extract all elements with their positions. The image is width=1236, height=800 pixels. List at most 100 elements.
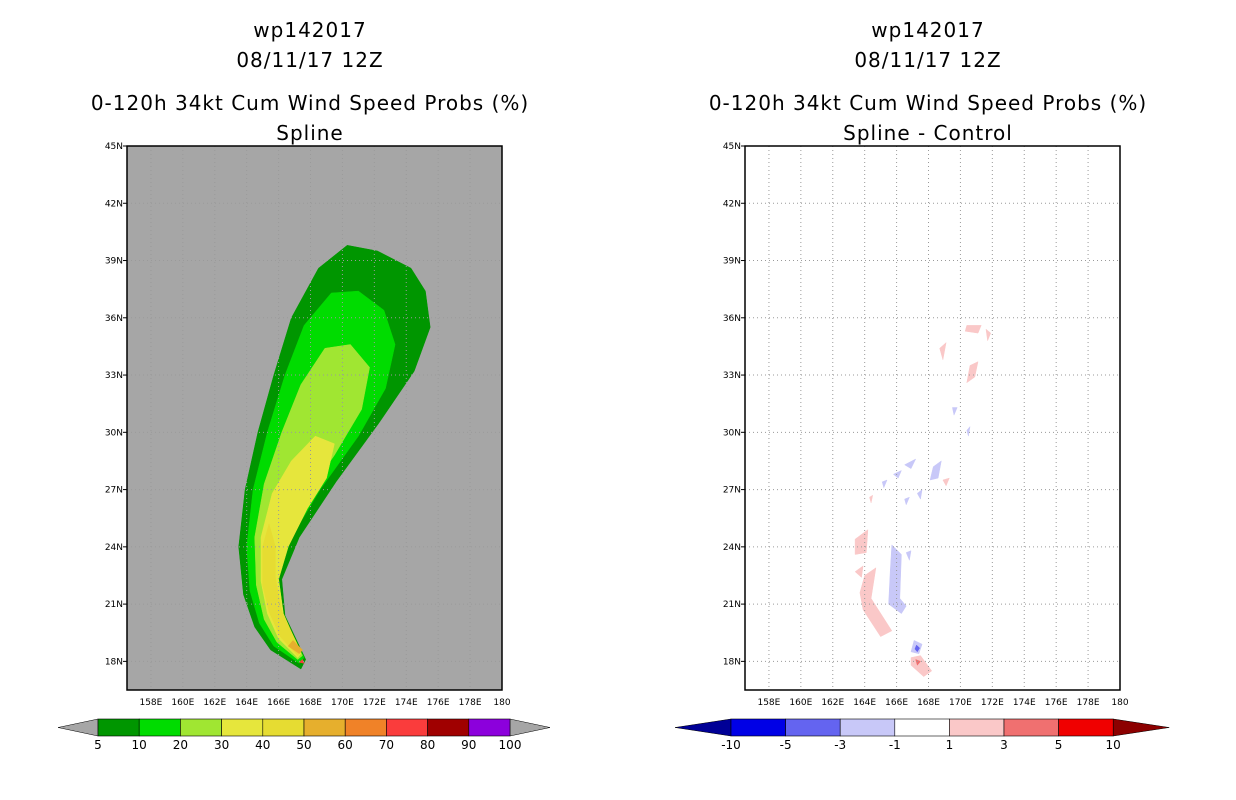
map-frame <box>126 145 503 691</box>
colorbar-swatch <box>386 718 428 737</box>
x-tick-label: 176E <box>1045 698 1068 708</box>
colorbar-swatch <box>839 718 896 737</box>
y-tick-label: 42N <box>105 199 123 209</box>
left-title: wp142017 08/11/17 12Z 0-120h 34kt Cum Wi… <box>60 15 560 148</box>
contour-region <box>952 407 958 416</box>
contour-region <box>881 479 888 489</box>
x-tick-label: 174E <box>395 698 418 708</box>
colorbar-swatch <box>949 718 1005 737</box>
colorbar-label: -3 <box>834 738 846 752</box>
x-tick-label: 162E <box>821 698 844 708</box>
colorbar-label: -5 <box>780 738 792 752</box>
left-colorbar: 5 10 20 30 40 50 60 70 80 90 100 <box>57 718 551 752</box>
colorbar-label: 10 <box>1106 738 1121 752</box>
y-tick-label: 24N <box>723 543 741 553</box>
contour-region <box>964 325 982 334</box>
colorbar-label: 70 <box>379 738 394 752</box>
colorbar-label: 10 <box>132 738 147 752</box>
x-tick-label: 166E <box>885 698 908 708</box>
colorbar-swatch <box>138 718 181 737</box>
x-tick-label: 160E <box>171 698 194 708</box>
left-title-method: Spline <box>276 121 344 145</box>
contour-region <box>905 550 912 562</box>
right-map-panel: 158E 160E 162E 164E 166E 168E 170E 172E 174E 176E… <box>723 142 1129 708</box>
y-tick-label: 21N <box>105 600 123 610</box>
right-title: wp142017 08/11/17 12Z 0-120h 34kt Cum Wi… <box>678 15 1178 148</box>
map-frame <box>744 145 1121 691</box>
contour-region <box>869 494 874 503</box>
colorbar-label: -1 <box>889 738 901 752</box>
x-tick-label: 166E <box>267 698 290 708</box>
contour-region <box>942 477 950 487</box>
x-tick-label: 172E <box>981 698 1004 708</box>
left-title-product: 0-120h 34kt Cum Wind Speed Probs (%) <box>90 91 530 115</box>
y-tick-label: 18N <box>723 657 741 667</box>
y-tick-label: 45N <box>723 142 741 152</box>
contour-region <box>916 489 923 500</box>
contour-region <box>966 361 979 384</box>
x-tick-label: 180 <box>1111 698 1128 708</box>
x-tick-label: 164E <box>853 698 876 708</box>
y-tick-label: 39N <box>723 257 741 267</box>
x-tick-label: 168E <box>917 698 940 708</box>
colorbar-swatch <box>97 718 140 737</box>
colorbar-swatch <box>894 718 950 737</box>
contour-region <box>854 565 864 578</box>
x-tick-label: 170E <box>949 698 972 708</box>
contour-region <box>262 522 302 656</box>
y-tick-label: 18N <box>105 657 123 667</box>
colorbar-swatch <box>785 718 841 737</box>
y-tick-label: 33N <box>105 371 123 381</box>
right-title-method: Spline - Control <box>843 121 1013 145</box>
colorbar-label: 40 <box>255 738 270 752</box>
colorbar-low-arrow <box>57 718 99 737</box>
x-tick-label: 168E <box>299 698 322 708</box>
colorbar-label: 80 <box>420 738 435 752</box>
y-tick-label: 36N <box>723 314 741 324</box>
colorbar-swatch <box>344 718 387 737</box>
x-tick-label: 176E <box>427 698 450 708</box>
x-tick-label: 162E <box>203 698 226 708</box>
contour-region <box>966 425 971 437</box>
contour-region <box>915 659 921 666</box>
contour-region <box>904 458 917 469</box>
colorbar-label: 90 <box>461 738 476 752</box>
colorbar-label: 5 <box>1055 738 1063 752</box>
colorbar-label: 1 <box>946 738 954 752</box>
contour-region <box>914 644 921 653</box>
contour-region <box>904 496 910 506</box>
colorbar-swatch <box>1058 718 1114 737</box>
y-tick-label: 27N <box>105 486 123 496</box>
colorbar-label: 3 <box>1000 738 1008 752</box>
x-tick-label: 164E <box>235 698 258 708</box>
colorbar-swatch <box>468 718 511 737</box>
y-tick-label: 30N <box>723 428 741 438</box>
y-tick-label: 24N <box>105 543 123 553</box>
left-title-storm-id: wp142017 <box>253 18 367 42</box>
contour-region <box>892 469 902 479</box>
x-tick-label: 172E <box>363 698 386 708</box>
colorbar-swatch <box>262 718 305 737</box>
colorbar-swatch <box>427 718 470 737</box>
y-tick-label: 27N <box>723 486 741 496</box>
colorbar-label: 5 <box>94 738 102 752</box>
x-tick-label: 158E <box>757 698 780 708</box>
colorbar-swatch <box>221 718 264 737</box>
colorbar-label: 50 <box>296 738 311 752</box>
x-tick-label: 174E <box>1013 698 1036 708</box>
colorbar-swatch <box>303 718 346 737</box>
contour-region <box>929 460 942 481</box>
x-tick-label: 180 <box>493 698 510 708</box>
y-tick-label: 21N <box>723 600 741 610</box>
y-tick-label: 42N <box>723 199 741 209</box>
left-title-date: 08/11/17 12Z <box>236 48 384 72</box>
x-tick-label: 160E <box>789 698 812 708</box>
colorbar-label: 60 <box>338 738 353 752</box>
colorbar-label: -10 <box>721 738 741 752</box>
right-title-storm-id: wp142017 <box>871 18 985 42</box>
contour-region <box>939 341 947 360</box>
colorbar-swatch <box>730 718 786 737</box>
contour-region <box>854 529 869 555</box>
x-tick-label: 158E <box>139 698 162 708</box>
